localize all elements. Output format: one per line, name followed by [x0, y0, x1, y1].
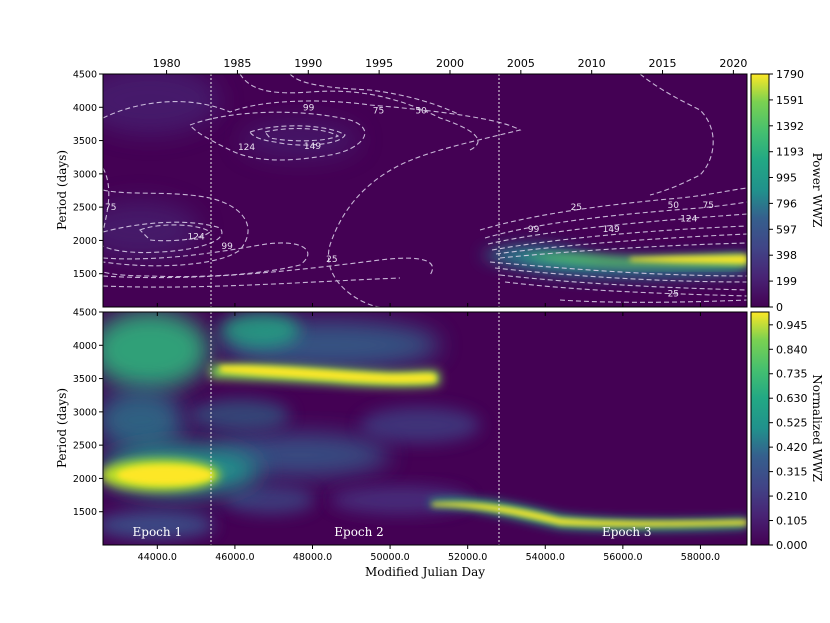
colorbar-tick-label: 0.735: [776, 368, 808, 381]
bottom-xlabel: Modified Julian Day: [365, 565, 485, 579]
colorbar-tick-label: 597: [776, 223, 797, 236]
contour-label: 149: [304, 142, 321, 152]
colorbar-tick-label: 0.630: [776, 392, 808, 405]
year-tick-label: 1995: [365, 57, 393, 70]
year-tick-label: 1980: [153, 57, 181, 70]
year-tick-label: 2020: [719, 57, 747, 70]
colorbar-tick-label: 1193: [776, 146, 804, 159]
bottom-x-axis: 44000.0 46000.0 48000.0 50000.0 52000.0 54000…: [138, 303, 720, 563]
bottom-colorbar-ticks: 0.000 0.105 0.210 0.315 0.420 0.525 0.630 0.735…: [769, 319, 808, 552]
contour-label: 99: [303, 103, 315, 113]
x-tick-label: 44000.0: [138, 552, 177, 563]
contour-label: 75: [373, 107, 384, 117]
contour-label: 50: [415, 107, 427, 117]
top-contour-lines: [103, 74, 747, 307]
x-tick-label: 58000.0: [681, 552, 720, 563]
bottom-y-axis: 1500 2000 2500 3000 3500 4000 4500: [73, 308, 103, 518]
epoch-label: Epoch 2: [334, 525, 384, 539]
contour-label: 75: [105, 203, 116, 213]
colorbar-tick-label: 0.210: [776, 490, 808, 503]
contour-label: 25: [668, 290, 679, 300]
colorbar-tick-label: 1790: [776, 68, 804, 81]
top-colorbar-ticks: 0 199 398 597 796 995 1193 1392 1591 1790: [769, 68, 804, 314]
colorbar-tick-label: 0.105: [776, 515, 808, 528]
colorbar-tick-label: 796: [776, 197, 797, 210]
x-tick-label: 50000.0: [370, 552, 409, 563]
colorbar-tick-label: 0.000: [776, 539, 808, 552]
contour-label: 50: [668, 201, 680, 211]
y-tick-label: 3500: [73, 136, 97, 147]
colorbar-tick-label: 0.840: [776, 343, 808, 356]
top-colorbar-label: Power WWZ: [810, 153, 824, 228]
bottom-colorbar: 0.000 0.105 0.210 0.315 0.420 0.525 0.630 0.735…: [750, 311, 824, 552]
epoch-label: Epoch 3: [602, 525, 652, 539]
x-tick-label: 52000.0: [448, 552, 487, 563]
top-ylabel: Period (days): [55, 150, 69, 230]
y-tick-label: 4500: [73, 308, 97, 319]
contour-label: 25: [326, 255, 337, 265]
contour-label: 25: [571, 203, 582, 213]
x-tick-label: 48000.0: [293, 552, 332, 563]
year-tick-label: 2000: [436, 57, 464, 70]
y-tick-label: 2500: [73, 441, 97, 452]
x-tick-label: 46000.0: [215, 552, 254, 563]
top-colorbar-gradient: [750, 73, 770, 308]
bottom-ylabel: Period (days): [55, 388, 69, 468]
bottom-colorbar-label: Normalized WWZ: [810, 374, 824, 482]
bottom-panel: Epoch 1 Epoch 2 Epoch 3 44000.0 46000.0 4800…: [55, 303, 748, 579]
contour-label: 99: [221, 242, 233, 252]
y-tick-label: 2000: [73, 474, 97, 485]
colorbar-tick-label: 1591: [776, 94, 804, 107]
colorbar-tick-label: 0: [776, 301, 783, 314]
year-tick-label: 2005: [507, 57, 535, 70]
colorbar-tick-label: 1392: [776, 120, 804, 133]
colorbar-tick-label: 0.420: [776, 441, 808, 454]
year-tick-label: 2010: [578, 57, 606, 70]
top-year-axis: 1980 1985 1990 1995 2000 2005 2010 2015 2020: [153, 57, 747, 74]
colorbar-tick-label: 0.945: [776, 319, 808, 332]
y-tick-label: 1500: [73, 507, 97, 518]
year-tick-label: 1985: [223, 57, 251, 70]
y-tick-label: 2000: [73, 236, 97, 247]
y-tick-label: 4000: [73, 103, 97, 114]
y-tick-label: 3000: [73, 407, 97, 418]
x-tick-label: 54000.0: [526, 552, 565, 563]
y-tick-label: 3500: [73, 374, 97, 385]
y-tick-label: 4000: [73, 341, 97, 352]
bottom-panel-frame: [102, 311, 748, 546]
contour-label: 124: [680, 214, 697, 224]
colorbar-tick-label: 0.315: [776, 466, 808, 479]
epoch-label-group: Epoch 1 Epoch 2 Epoch 3: [133, 525, 652, 539]
contour-label: 75: [702, 201, 713, 211]
x-tick-label: 56000.0: [603, 552, 642, 563]
top-y-axis: 1500 2000 2500 3000 3500 4000 4500: [73, 70, 103, 280]
year-tick-label: 1990: [294, 57, 322, 70]
y-tick-label: 3000: [73, 169, 97, 180]
bottom-colorbar-gradient: [750, 311, 770, 546]
contour-label: 124: [188, 232, 205, 242]
contour-label: 124: [238, 143, 255, 153]
colorbar-tick-label: 0.525: [776, 417, 808, 430]
contour-label: 99: [528, 225, 540, 235]
y-tick-label: 4500: [73, 70, 97, 81]
top-colorbar: 0 199 398 597 796 995 1193 1392 1591 1790 Power W…: [750, 68, 824, 314]
colorbar-tick-label: 995: [776, 171, 797, 184]
colorbar-tick-label: 398: [776, 249, 797, 262]
year-tick-label: 2015: [649, 57, 677, 70]
bottom-heatmap: Epoch 1 Epoch 2 Epoch 3: [103, 312, 747, 545]
top-panel-frame: [102, 73, 748, 308]
y-tick-label: 2500: [73, 203, 97, 214]
epoch-label: Epoch 1: [133, 525, 183, 539]
contour-label: 149: [603, 225, 620, 235]
colorbar-tick-label: 199: [776, 275, 797, 288]
y-tick-label: 1500: [73, 269, 97, 280]
